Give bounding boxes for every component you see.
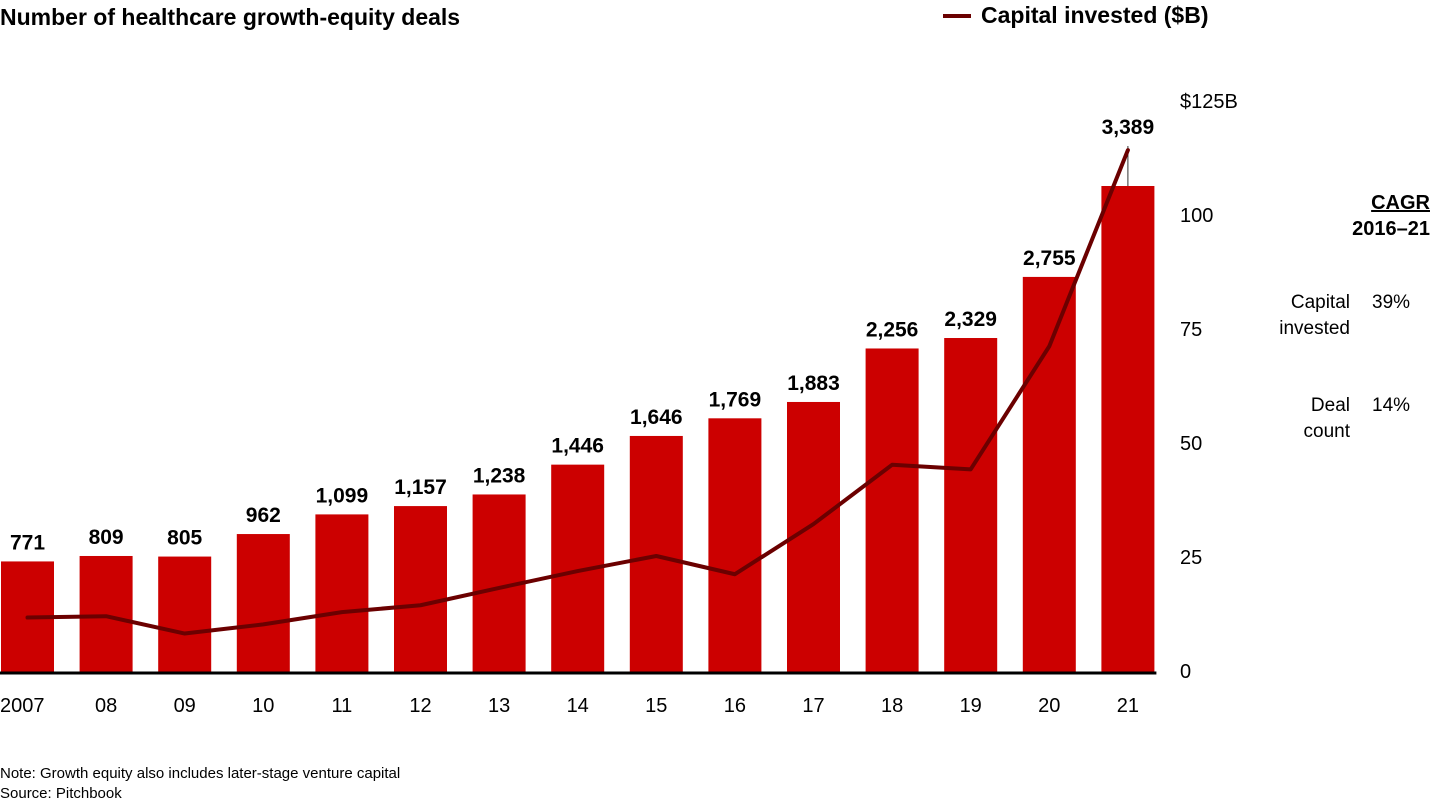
x-tick-label: 15: [645, 695, 667, 717]
y-tick-label: 25: [1180, 547, 1202, 569]
cagr-title: CAGR: [1371, 192, 1430, 214]
cagr-label-line: count: [1303, 421, 1350, 442]
footnote-source: Source: Pitchbook: [0, 785, 122, 802]
x-tick-label: 12: [409, 695, 431, 717]
cagr-label-line: Capital: [1290, 292, 1350, 313]
bar: [79, 555, 133, 672]
bar-value-label: 2,256: [866, 318, 919, 341]
right-y-axis: 0 25 50 75 100 $125B: [1180, 91, 1238, 683]
cagr-value-deals: 14%: [1372, 395, 1411, 416]
y-tick-label: 75: [1180, 319, 1202, 341]
bar-value-label: 3,389: [1102, 116, 1155, 139]
x-tick-label: 2007: [0, 695, 45, 717]
legend: Capital invested ($B): [943, 2, 1209, 29]
bar-labels-group: 771 809 805 962 1,099 1,157 1,238 1,446 1,646 1,7…: [10, 116, 1154, 554]
cagr-label-capital: Capital invested: [1240, 290, 1350, 342]
bar-value-label: 1,238: [473, 464, 526, 487]
bar-value-label: 2,755: [1023, 247, 1076, 270]
bar: [629, 435, 683, 672]
y-tick-label: 0: [1180, 661, 1191, 683]
x-tick-label: 19: [960, 695, 982, 717]
y-tick-label: $125B: [1180, 91, 1238, 113]
cagr-period: 2016–21: [1352, 218, 1430, 240]
bar: [394, 506, 447, 672]
bar-value-label: 809: [89, 526, 124, 549]
bars-group: [1, 186, 1155, 672]
bar-value-label: 1,446: [551, 435, 604, 458]
y-tick-label: 100: [1180, 205, 1213, 227]
bar-value-label: 2,329: [944, 308, 997, 331]
x-tick-label: 10: [252, 695, 274, 717]
bar-value-label: 1,769: [709, 388, 762, 411]
x-tick-label: 20: [1038, 695, 1060, 717]
cagr-label-line: Deal: [1310, 395, 1350, 416]
bar: [1101, 186, 1155, 672]
bar: [1022, 276, 1076, 672]
cagr-label-deals: Deal count: [1240, 393, 1350, 445]
x-axis: 2007 08 09 10 11 12 13 14 15 16 17 18 19 20 21: [0, 671, 1157, 717]
x-tick-label: 18: [881, 695, 903, 717]
x-tick-label: 17: [802, 695, 824, 717]
bar-value-label: 1,099: [316, 484, 369, 507]
bar: [158, 556, 212, 672]
bar-value-label: 1,883: [787, 372, 840, 395]
cagr-value-capital: 39%: [1372, 292, 1411, 313]
footnote-note: Note: Growth equity also includes later-…: [0, 765, 401, 782]
line-group: [25, 148, 1130, 636]
bar-value-label: 771: [10, 531, 45, 554]
y-tick-label: 50: [1180, 433, 1202, 455]
bar: [236, 534, 290, 672]
legend-label: Capital invested ($B): [981, 2, 1209, 28]
x-tick-label: 11: [332, 695, 353, 717]
bar: [708, 418, 762, 672]
bar: [315, 514, 369, 672]
x-tick-label: 09: [174, 695, 196, 717]
legend-line-swatch: [943, 13, 971, 18]
x-tick-label: 16: [724, 695, 746, 717]
chart-title: Number of healthcare growth-equity deals: [0, 4, 461, 30]
bar: [944, 338, 998, 672]
bar-value-label: 805: [167, 527, 202, 550]
cagr-label-line: invested: [1279, 318, 1350, 339]
bar-value-label: 1,646: [630, 406, 683, 429]
x-tick-label: 21: [1117, 695, 1139, 717]
cagr-heading: CAGR 2016–21: [1330, 190, 1430, 242]
x-tick-label: 13: [488, 695, 510, 717]
bar-value-label: 962: [246, 504, 281, 527]
bar: [865, 348, 919, 672]
x-tick-label: 08: [95, 695, 117, 717]
x-tick-label: 14: [567, 695, 589, 717]
bar-value-label: 1,157: [394, 476, 447, 499]
